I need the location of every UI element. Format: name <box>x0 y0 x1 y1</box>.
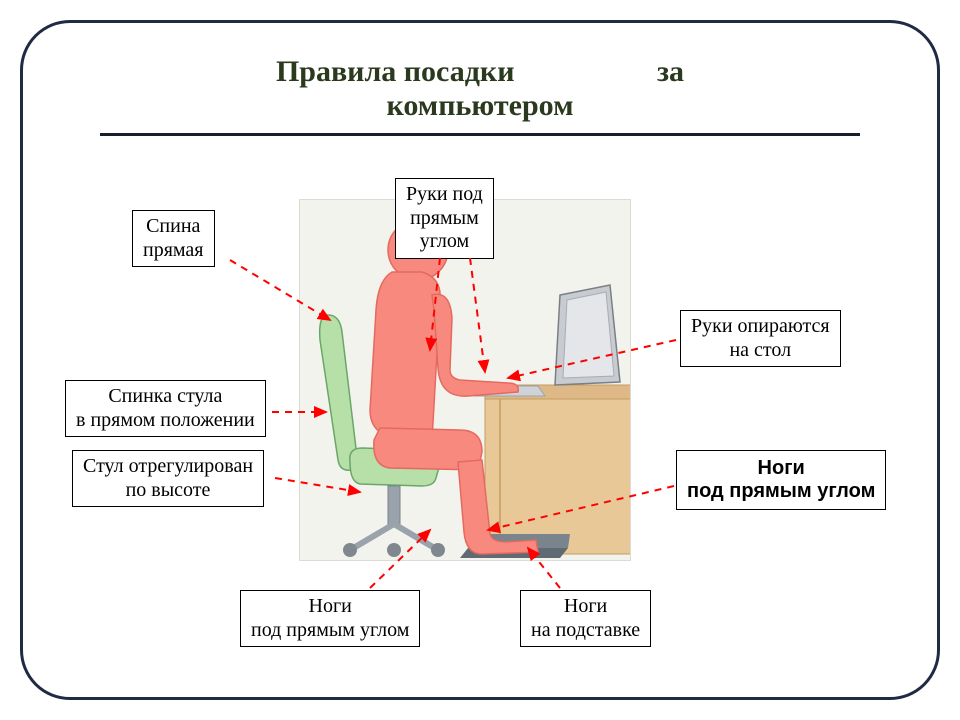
label-hands-desk: Руки опираются на стол <box>680 310 841 367</box>
label-legs-angle-right: Ноги под прямым углом <box>676 450 886 510</box>
label-back-straight: Спина прямая <box>132 210 215 267</box>
monitor-icon <box>555 285 620 385</box>
label-backrest: Спинка стула в прямом положении <box>65 380 266 437</box>
label-chair-height: Стул отрегулирован по высоте <box>72 450 264 507</box>
desk-icon <box>485 385 630 554</box>
label-legs-angle-bottom: Ноги под прямым углом <box>240 590 420 647</box>
title-underline <box>100 133 860 136</box>
title-block: Правила посадки за компьютером <box>60 55 900 136</box>
slide-title: Правила посадки за компьютером <box>268 55 692 129</box>
label-hands-angle: Руки под прямым углом <box>395 178 494 259</box>
label-feet-stand: Ноги на подставке <box>520 590 651 647</box>
